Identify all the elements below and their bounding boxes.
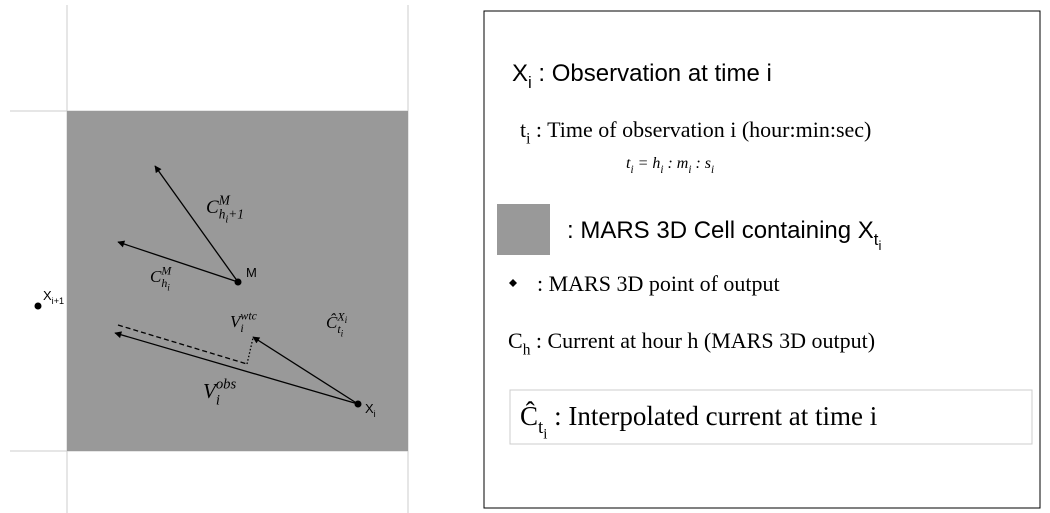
label-part: i (688, 164, 691, 176)
label: Vobs i (203, 377, 237, 409)
label-part: h (219, 207, 226, 222)
label-part: : Time of observation i (hour:min:sec) (530, 117, 871, 142)
label: Vwtc i (230, 308, 258, 335)
label: CM hi+1 (206, 192, 244, 225)
label-part: i (526, 131, 530, 148)
label-part: i (711, 164, 714, 176)
label: : MARS 3D Cell containing Xti (567, 217, 881, 253)
label-part: : MARS 3D Cell containing X (567, 217, 874, 244)
label-part: X (365, 401, 374, 416)
label-part: i (341, 330, 344, 340)
label-part: t (538, 417, 544, 438)
label-part: : MARS 3D point of output (537, 271, 780, 296)
label-part: Ĉ (326, 313, 338, 332)
label-part: obs (216, 377, 237, 393)
label: Xi+1 (43, 288, 64, 306)
label: ĈXi ti (326, 309, 348, 339)
label-part: h (523, 342, 531, 359)
legend-box (483, 10, 1041, 509)
label-part: i (374, 409, 376, 419)
label-part: i (878, 238, 881, 253)
label-part: i (660, 164, 663, 176)
label-part: : Interpolated current at time i (547, 401, 877, 431)
points (34, 278, 362, 408)
label-part: t (874, 230, 879, 249)
label-part: +1 (228, 207, 244, 222)
label-part: wtc (240, 308, 257, 322)
label-part: M (218, 192, 231, 207)
label-part: t (626, 155, 631, 172)
label-part: i+1 (52, 296, 64, 306)
label-part: i (543, 427, 547, 443)
label-part: t (520, 117, 526, 142)
legend-cell-swatch (497, 204, 550, 255)
label-part: i (167, 284, 170, 294)
label-part: : Current at hour h (MARS 3D output) (530, 328, 875, 353)
label-part: X (336, 309, 345, 323)
label: ti = hi : mi : si (626, 155, 714, 176)
label: M (246, 265, 257, 280)
label-part: i (345, 316, 348, 326)
label-part: i (240, 321, 243, 335)
label-part: : Observation at time i (532, 60, 772, 87)
label-part: i (528, 73, 532, 92)
legend-point-symbol (509, 279, 517, 287)
label: CM hi (150, 263, 172, 293)
label-part: i (216, 392, 220, 408)
label-part: C (150, 267, 162, 286)
label-part: : m (663, 155, 688, 172)
label-part: V (230, 312, 243, 331)
label: Xi : Observation at time i (512, 60, 772, 92)
label-part: h (161, 276, 167, 290)
vectors (114, 165, 359, 405)
label-part: M (160, 263, 172, 277)
label-part: t (337, 322, 341, 336)
label-part: i (630, 164, 633, 176)
label-part: X (43, 288, 52, 303)
label: Ch : Current at hour h (MARS 3D output) (508, 328, 875, 359)
label: ti : Time of observation i (hour:min:sec… (520, 117, 871, 148)
label-part: C (508, 328, 523, 353)
label-part: = h (634, 155, 661, 172)
label-part: Ĉ (520, 401, 538, 431)
label-part: M (246, 265, 257, 280)
label: Xi (365, 401, 376, 419)
label-part: V (203, 379, 218, 403)
label-part: C (206, 197, 219, 218)
legend-interp-box (509, 389, 1033, 445)
label: : MARS 3D point of output (537, 271, 780, 296)
label-part: X (512, 60, 528, 87)
label-part: i (225, 215, 228, 226)
label-part: : s (691, 155, 711, 172)
label: Ĉti : Interpolated current at time i (520, 401, 877, 443)
